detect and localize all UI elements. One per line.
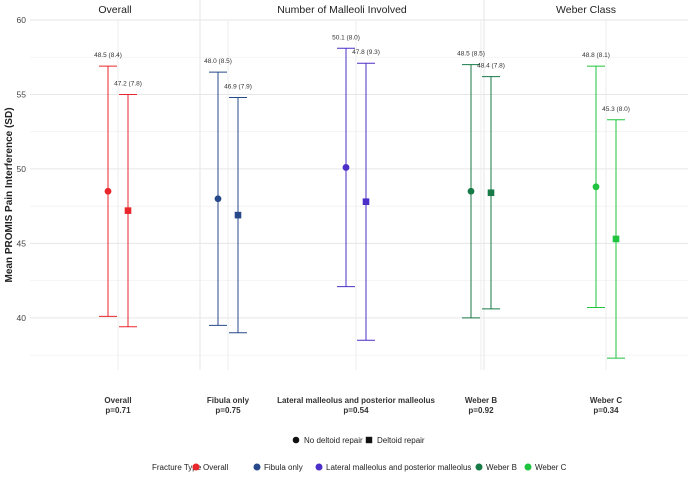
- legend-key-color: [315, 463, 323, 471]
- x-tick-pvalue: p=0.54: [343, 406, 369, 415]
- data-label: 48.0 (8.5): [204, 58, 232, 65]
- data-label: 48.5 (8.4): [94, 52, 122, 59]
- y-tick-label: 60: [17, 15, 27, 25]
- color-legend: Fracture Type Overall Fibula only Lateral m…: [152, 463, 567, 472]
- x-tick-pvalue: p=0.71: [105, 406, 131, 415]
- data-label: 48.8 (8.1): [582, 52, 610, 59]
- data-label: 48.4 (7.8): [477, 63, 505, 70]
- x-tick-label: Overall: [104, 396, 131, 405]
- x-tick-pvalue: p=0.34: [593, 406, 619, 415]
- data-label: 50.1 (8.0): [332, 34, 360, 41]
- y-tick-label: 45: [17, 238, 27, 248]
- legend-key-square: [365, 436, 373, 444]
- data-label: 46.9 (7.9): [224, 83, 252, 90]
- data-label: 47.2 (7.8): [114, 80, 142, 87]
- mean-point-circle: [214, 195, 222, 203]
- data-label: 47.8 (9.3): [352, 49, 380, 56]
- facet-label: Overall: [98, 4, 131, 16]
- facet-label: Weber Class: [556, 4, 616, 16]
- mean-point-square: [362, 198, 370, 206]
- shape-legend: No deltoid repair Deltoid repair: [292, 436, 425, 445]
- legend-title: Fracture Type: [152, 463, 202, 472]
- mean-point-circle: [467, 187, 475, 195]
- y-axis-title: Mean PROMIS Pain Interference (SD): [4, 107, 15, 282]
- x-tick-label: Weber C: [590, 396, 623, 405]
- y-axis: 40 45 50 55 60 Mean PROMIS Pain Interference …: [4, 15, 26, 323]
- legend-label: Weber B: [486, 463, 517, 472]
- data-marks: 48.5 (8.4) 47.2 (7.8) 48.0 (8.5) 46.9 (7.9)…: [94, 34, 630, 359]
- data-label: 48.5 (8.5): [457, 51, 485, 58]
- mean-point-circle: [104, 187, 112, 195]
- legend-key-color: [524, 463, 532, 471]
- mean-point-square: [612, 235, 620, 243]
- gridlines: [30, 19, 688, 370]
- x-tick-label: Fibula only: [207, 396, 250, 405]
- x-tick-pvalue: p=0.75: [215, 406, 241, 415]
- legend-label: Deltoid repair: [377, 436, 425, 445]
- x-tick-pvalue: p=0.92: [468, 406, 494, 415]
- mean-point-square: [124, 207, 132, 214]
- legend-label: Fibula only: [264, 463, 303, 472]
- facet-label: Number of Malleoli Involved: [277, 4, 407, 16]
- mean-point-square: [234, 211, 242, 219]
- legend-key-color: [475, 463, 483, 471]
- mean-point-square: [487, 189, 495, 197]
- data-label: 45.3 (8.0): [602, 106, 630, 113]
- mean-point-circle: [592, 183, 600, 191]
- y-tick-label: 40: [17, 313, 27, 323]
- legend-label: Lateral malleolus and posterior malleolu…: [326, 463, 471, 472]
- legend-key-color: [192, 463, 200, 471]
- x-tick-label: Weber B: [465, 396, 498, 405]
- facet-strips: Overall Number of Malleoli Involved Weber …: [98, 0, 616, 370]
- legend-label: Weber C: [535, 463, 567, 472]
- y-tick-label: 55: [17, 89, 27, 99]
- x-tick-label: Lateral malleolus and posterior malleolu…: [277, 396, 435, 405]
- legend-key-color: [253, 463, 261, 471]
- y-tick-label: 50: [17, 164, 27, 174]
- legend-label: Overall: [203, 463, 229, 472]
- legend-key-circle: [292, 436, 300, 444]
- legend-label: No deltoid repair: [304, 436, 363, 445]
- mean-point-circle: [342, 164, 350, 171]
